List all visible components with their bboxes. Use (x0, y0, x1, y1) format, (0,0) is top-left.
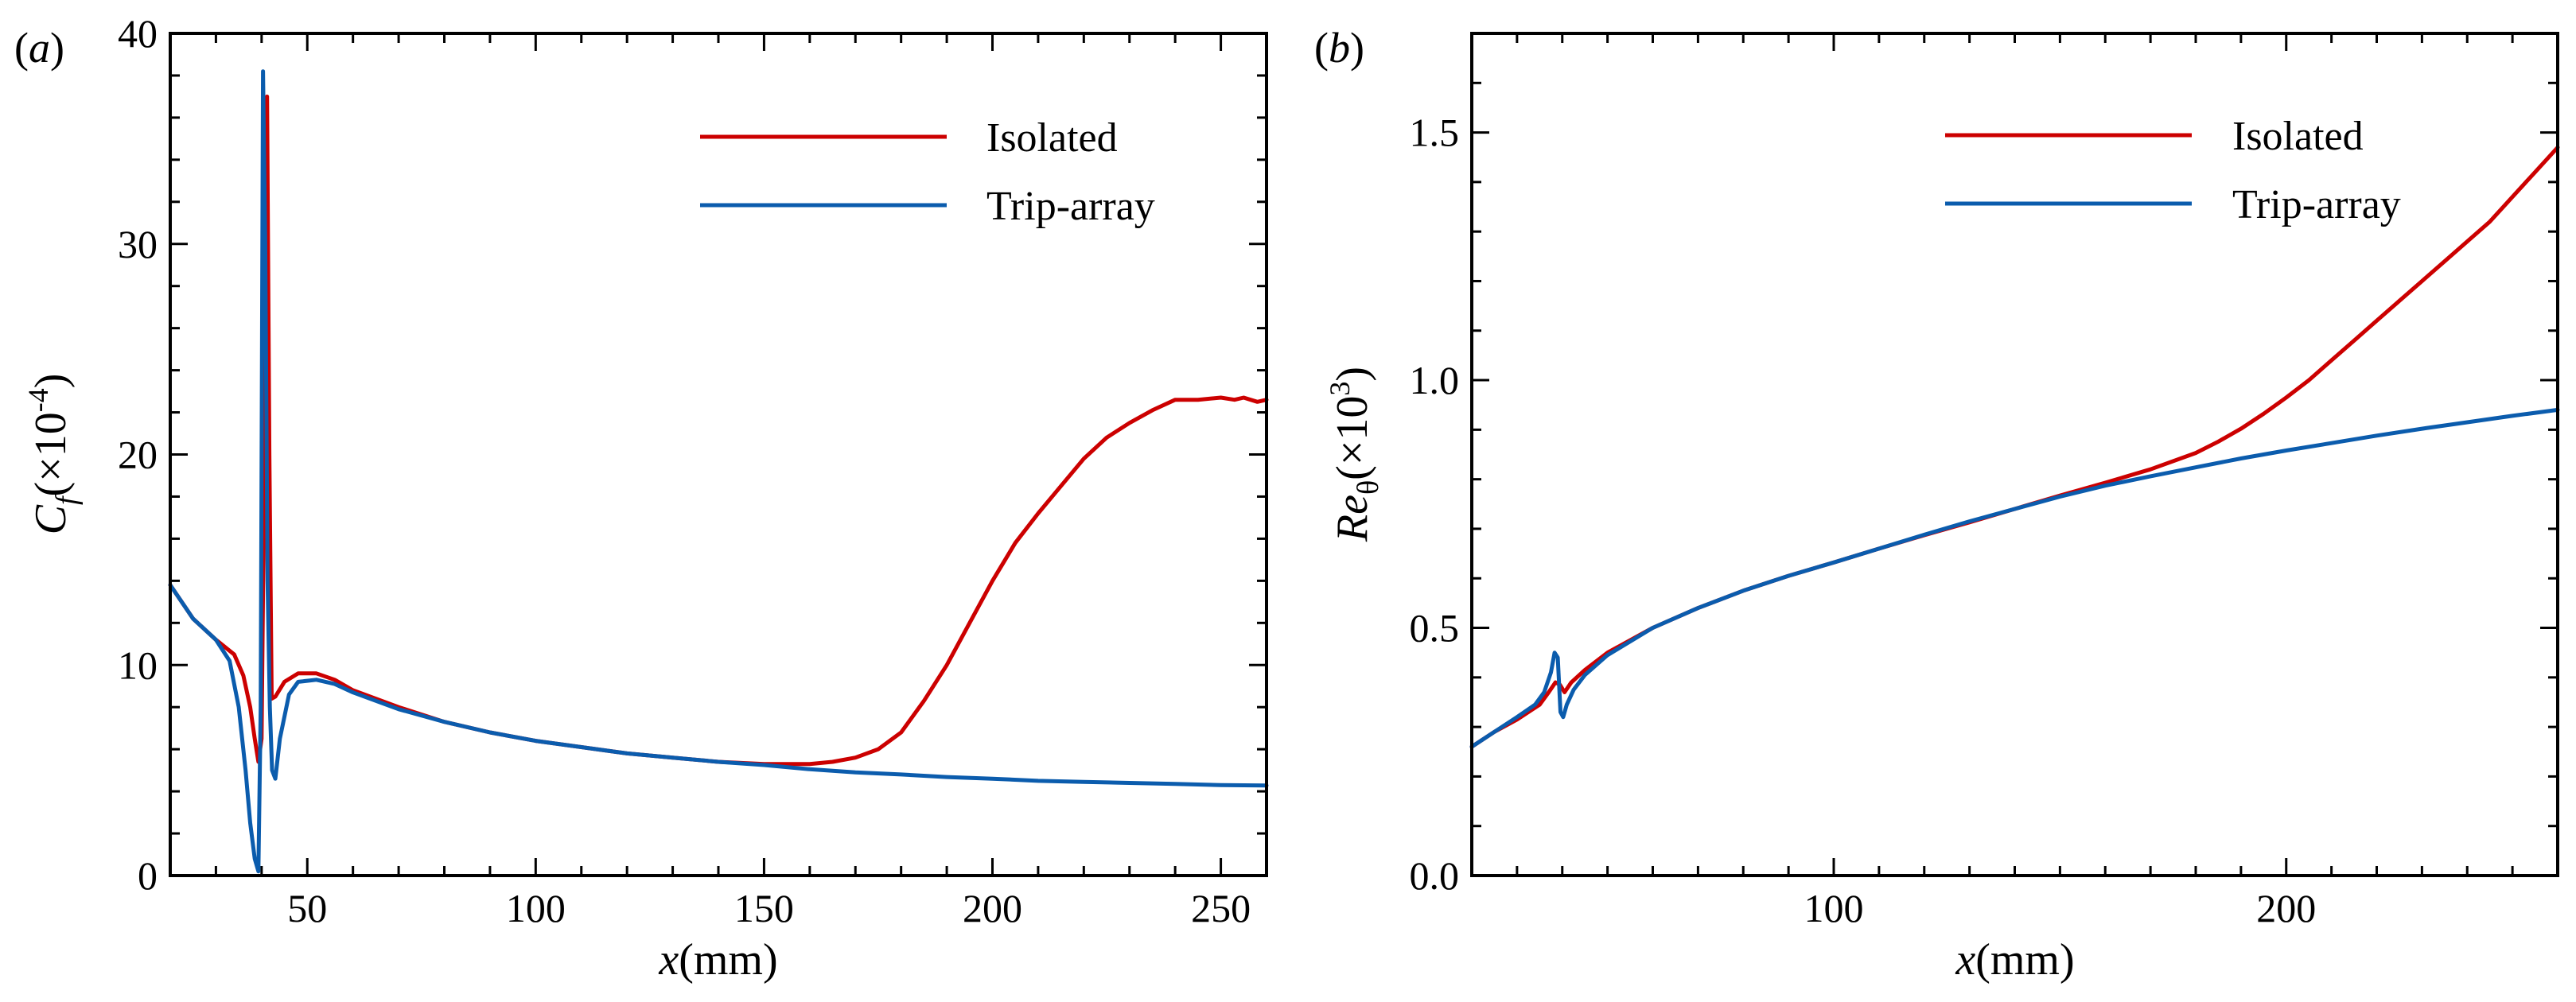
series-line-trip-array (1469, 407, 2560, 749)
panel-label-a: (a) (14, 24, 64, 72)
panel-a-axes-frame (169, 32, 1268, 877)
y-tick-label: 10 (118, 643, 158, 687)
panel-a-series-lines (168, 69, 1269, 874)
panel-label-b: (b) (1314, 24, 1364, 72)
panel-b-momentum-reynolds: (b) 100 200 0.0 0.5 1.0 1.5 x(mm) Reθ(×103) I… (1314, 24, 2560, 985)
x-tick-label: 100 (1804, 886, 1864, 930)
x-tick-label: 200 (963, 886, 1022, 930)
legend-label-isolated: Isolated (2232, 114, 2364, 159)
y-tick-label: 0 (138, 853, 158, 898)
series-line-isolated (1469, 145, 2560, 749)
panel-a-skin-friction: (a) 50 100 150 200 250 0 10 20 30 40 x(mm) Cf(×10… (14, 11, 1269, 985)
y-tick-label: 30 (118, 222, 158, 266)
y-tick-label: 20 (118, 433, 158, 477)
y-tick-label: 1.5 (1410, 111, 1460, 155)
panel-b-x-axis-title: x(mm) (1955, 935, 2074, 985)
panel-b-legend: Isolated Trip-array (1945, 114, 2401, 227)
y-tick-label: 0.0 (1410, 853, 1460, 898)
y-tick-label: 1.0 (1410, 358, 1460, 402)
panel-a-ticks: 50 100 150 200 250 0 10 20 30 40 (118, 11, 1267, 930)
panel-b-y-axis-title: Reθ(×103) (1324, 367, 1385, 542)
panel-a-legend: Isolated Trip-array (700, 115, 1155, 229)
panel-b-series-lines (1469, 145, 2560, 749)
legend-label-trip-array: Trip-array (2232, 182, 2401, 227)
x-tick-label: 100 (506, 886, 566, 930)
legend-label-isolated: Isolated (986, 115, 1118, 161)
series-line-trip-array (168, 69, 1269, 874)
x-tick-label: 200 (2256, 886, 2316, 930)
y-tick-label: 40 (118, 11, 158, 56)
legend-label-trip-array: Trip-array (986, 184, 1155, 229)
panel-a-x-axis-title: x(mm) (658, 935, 777, 985)
panel-a-y-axis-title: Cf(×10-4) (22, 374, 84, 535)
x-tick-label: 250 (1191, 886, 1251, 930)
x-tick-label: 50 (287, 886, 327, 930)
panel-b-ticks: 100 200 0.0 0.5 1.0 1.5 (1410, 32, 2558, 930)
panel-b-axes-frame (1470, 32, 2559, 877)
y-tick-label: 0.5 (1410, 606, 1460, 651)
x-tick-label: 150 (734, 886, 794, 930)
